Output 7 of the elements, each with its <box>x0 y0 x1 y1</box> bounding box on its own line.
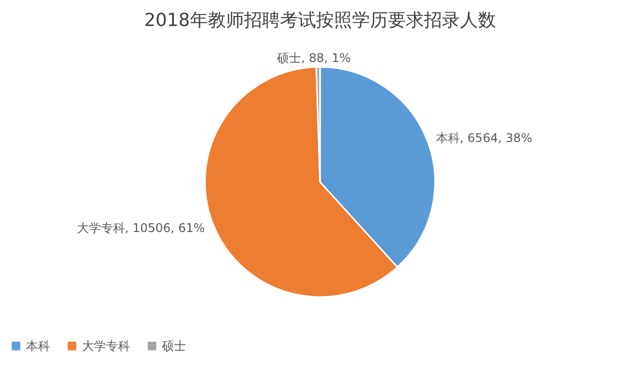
legend-label: 硕士 <box>161 339 186 353</box>
chart-title: 2018年教师招聘考试按照学历要求招录人数 <box>144 10 496 31</box>
data-label: 硕士, 88, 1% <box>276 51 351 66</box>
legend-label: 大学专科 <box>82 339 130 353</box>
data-label: 本科, 6564, 38% <box>436 131 532 146</box>
legend-label: 本科 <box>26 339 50 353</box>
data-label: 大学专科, 10506, 61% <box>76 220 205 235</box>
